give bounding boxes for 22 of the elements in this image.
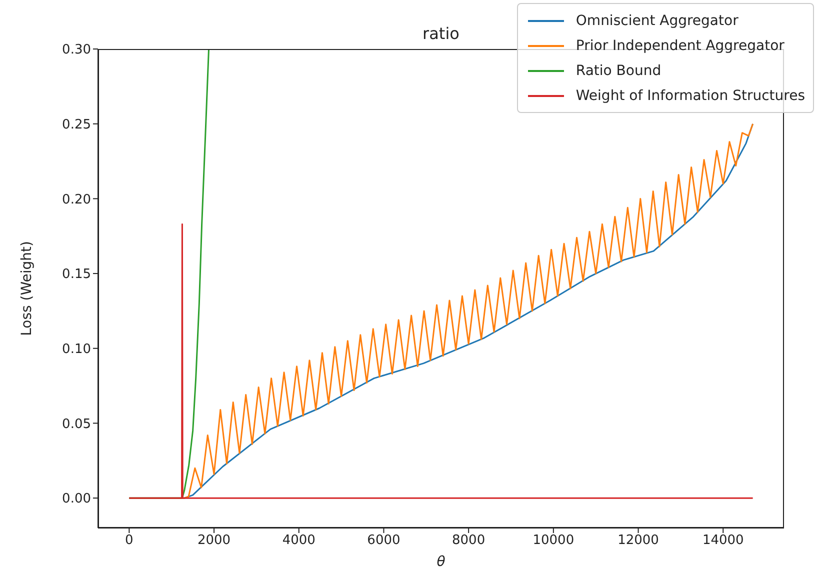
x-tick-label: 12000 — [618, 533, 659, 548]
y-tick-label: 0.10 — [62, 342, 91, 357]
x-axis-title: θ — [436, 554, 446, 570]
y-tick-label: 0.05 — [62, 416, 91, 432]
x-tick-label: 0 — [125, 533, 134, 548]
y-tick-label: 0.25 — [62, 117, 91, 132]
legend-label: Prior Independent Aggregator — [576, 38, 784, 54]
chart-title: ratio — [422, 24, 460, 43]
y-tick-label: 0.30 — [62, 42, 91, 58]
y-axis-title: Loss (Weight) — [18, 241, 35, 336]
x-tick-label: 2000 — [197, 533, 231, 548]
x-tick-label: 6000 — [367, 533, 400, 548]
legend-label: Omniscient Aggregator — [576, 12, 738, 28]
x-tick-label: 4000 — [282, 533, 316, 548]
x-tick-label: 8000 — [452, 533, 486, 548]
y-tick-label: 0.20 — [62, 192, 91, 208]
x-tick-label: 14000 — [702, 533, 744, 548]
legend-label: Weight of Information Structures — [576, 88, 805, 104]
x-tick-label: 10000 — [532, 533, 574, 548]
y-tick-label: 0.00 — [62, 492, 91, 507]
legend-label: Ratio Bound — [576, 62, 662, 78]
y-tick-label: 0.15 — [62, 267, 91, 282]
